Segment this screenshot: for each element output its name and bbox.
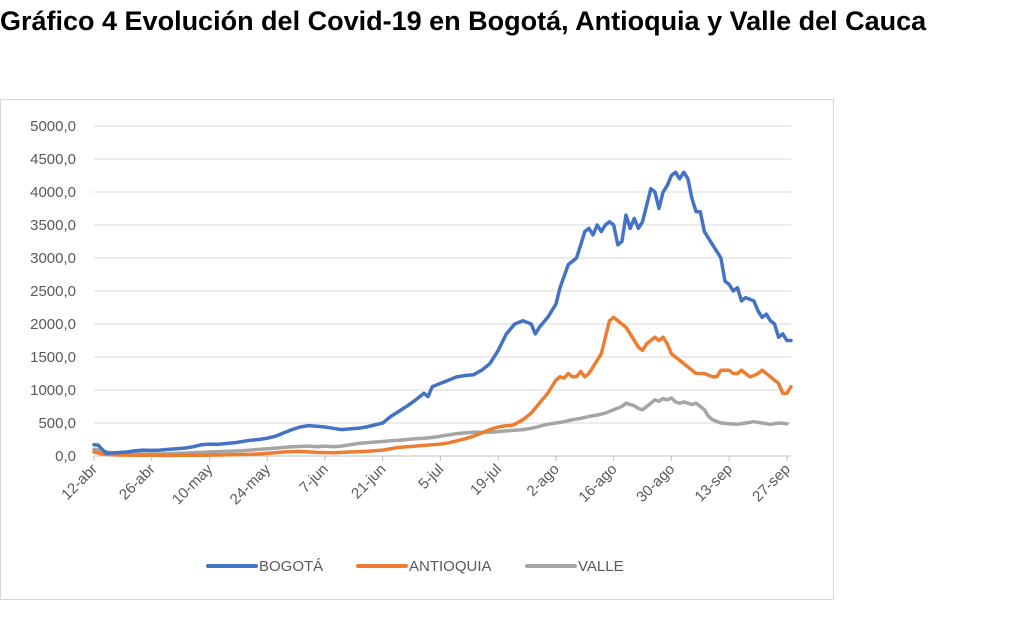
x-tick-label: 13-sep xyxy=(692,461,736,505)
y-tick-label: 2000,0 xyxy=(30,316,76,333)
series-line-antioquia xyxy=(92,315,793,458)
chart-frame: 0,0 500,0 1000,0 1500,0 2000,0 2500,0 3000,0 35… xyxy=(0,99,834,600)
y-tick-label: 1000,0 xyxy=(30,382,76,399)
series-lines xyxy=(92,170,793,458)
y-tick-label: 4000,0 xyxy=(30,184,76,201)
x-tick-label: 5-jul xyxy=(415,461,447,493)
series-line-valle xyxy=(92,396,789,456)
x-tick-label: 7-jun xyxy=(296,461,332,497)
x-tick-label: 2-ago xyxy=(524,461,563,500)
gridlines xyxy=(94,125,791,457)
series-line-bogotá xyxy=(92,170,793,456)
y-axis-tick-labels: 0,0 500,0 1000,0 1500,0 2000,0 2500,0 3000,0 35… xyxy=(30,118,76,465)
x-tick-label: 16-ago xyxy=(575,461,620,506)
y-tick-label: 500,0 xyxy=(38,415,76,432)
x-tick-label: 30-ago xyxy=(633,461,678,506)
x-tick-label: 27-sep xyxy=(749,461,793,505)
legend-label: BOGOTÁ xyxy=(259,558,323,575)
y-tick-label: 4500,0 xyxy=(30,151,76,168)
y-tick-label: 0,0 xyxy=(55,448,76,465)
x-tick-label: 19-jul xyxy=(467,461,505,499)
x-tick-label: 21-jun xyxy=(348,461,390,503)
x-tick-label: 12-abr xyxy=(58,461,101,504)
y-tick-label: 3500,0 xyxy=(30,217,76,234)
legend-label: ANTIOQUIA xyxy=(409,558,492,575)
document-title: Gráfico 4 Evolución del Covid-19 en Bogo… xyxy=(0,6,927,36)
legend: BOGOTÁ ANTIOQUIA VALLE xyxy=(206,558,624,575)
x-tick-label: 10-may xyxy=(169,460,217,508)
x-axis-tick-labels: 12-abr 26-abr 10-may 24-may 7-jun 21-jun 5-jul… xyxy=(58,456,794,508)
line-chart: 0,0 500,0 1000,0 1500,0 2000,0 2500,0 3000,0 35… xyxy=(30,118,794,575)
legend-label: VALLE xyxy=(578,558,624,575)
y-tick-label: 2500,0 xyxy=(30,283,76,300)
x-tick-label: 24-may xyxy=(227,460,275,508)
y-tick-label: 5000,0 xyxy=(30,118,76,135)
x-tick-label: 26-abr xyxy=(116,461,159,504)
y-tick-label: 1500,0 xyxy=(30,349,76,366)
y-tick-label: 3000,0 xyxy=(30,250,76,267)
